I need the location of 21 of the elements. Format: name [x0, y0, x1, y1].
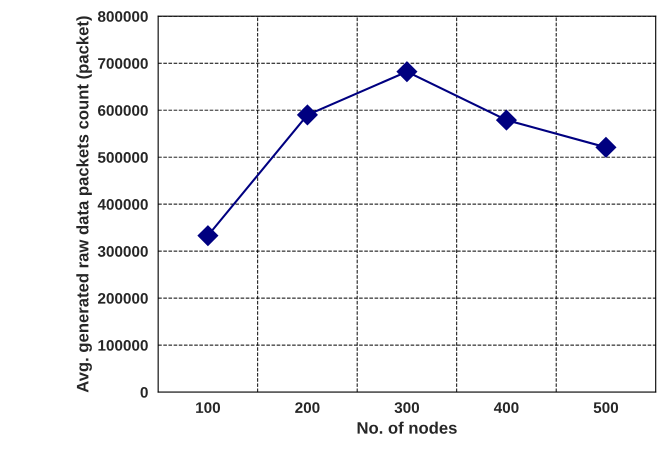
y-axis-title: Avg. generated raw data packets count (packet) — [76, 16, 92, 392]
point — [496, 110, 517, 130]
point — [297, 104, 318, 126]
x-tick-label: 200 — [295, 402, 320, 414]
x-tick-label: 300 — [394, 402, 420, 414]
y-tick-label: 200000 — [98, 292, 148, 304]
y-tick-label: 400000 — [98, 199, 148, 210]
y-tick-label: 0 — [140, 386, 148, 398]
point — [198, 225, 218, 246]
y-tick-label: 300000 — [98, 246, 148, 257]
x-tick-label: 500 — [594, 402, 618, 414]
y-tick-label: 700000 — [98, 58, 148, 69]
y-tick-label: 600000 — [98, 105, 148, 116]
x-tick-label: 400 — [494, 402, 519, 414]
x-tick-label: 100 — [196, 402, 220, 414]
y-tick-label: 500000 — [98, 152, 148, 163]
y-tick-label: 800000 — [98, 11, 148, 22]
point — [596, 136, 616, 158]
y-tick-label: 100000 — [98, 340, 148, 351]
x-axis-title: No. of nodes — [358, 422, 457, 434]
point — [396, 61, 418, 82]
